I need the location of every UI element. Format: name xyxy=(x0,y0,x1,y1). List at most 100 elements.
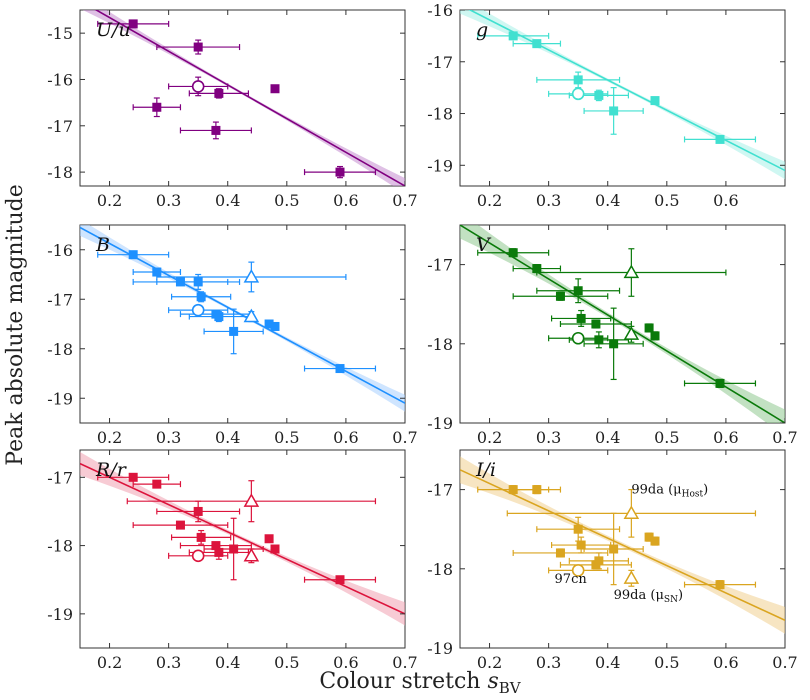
panel-2: 0.2 0.3 0.4 0.5 0.6 -16 -17 -18 -19 g xyxy=(427,1,786,210)
y-tick-label: -19 xyxy=(427,414,453,433)
y-tick-label: -19 xyxy=(427,639,453,658)
data-point xyxy=(548,564,609,577)
square-marker xyxy=(152,102,162,112)
open-triangle-marker xyxy=(243,308,260,323)
square-marker xyxy=(715,134,725,144)
square-marker xyxy=(576,313,586,323)
y-tick-label: -16 xyxy=(47,70,73,89)
y-tick-label: -16 xyxy=(427,1,453,20)
data-point xyxy=(126,480,377,523)
x-tick-label: 0.4 xyxy=(215,653,240,672)
data-point xyxy=(179,121,252,140)
x-tick-label: 0.7 xyxy=(392,191,417,210)
y-axis-title: Peak absolute magnitude xyxy=(3,184,28,465)
x-tick-label: 0.6 xyxy=(713,428,738,447)
x-tick-label: 0.6 xyxy=(713,653,738,672)
data-point xyxy=(548,331,609,345)
square-marker xyxy=(264,534,274,544)
data-point xyxy=(477,248,550,258)
x-tick-label: 0.7 xyxy=(392,428,417,447)
panel-1: 0.2 0.3 0.4 0.5 0.6 0.7 -15 -16 -17 -18 U/u xyxy=(47,9,418,210)
data-point xyxy=(132,520,229,530)
data-point xyxy=(644,323,654,333)
square-marker xyxy=(214,547,224,557)
y-tick-label: -18 xyxy=(47,537,73,556)
square-marker xyxy=(196,292,206,302)
plot-area xyxy=(80,452,405,626)
data-point xyxy=(170,529,232,545)
panel-label: V xyxy=(476,234,492,256)
panel-label: R/r xyxy=(95,459,128,481)
data-point xyxy=(506,489,757,538)
y-tick-label: -19 xyxy=(47,389,73,408)
x-tick-label: 0.3 xyxy=(536,191,561,210)
x-tick-label: 0.2 xyxy=(477,653,502,672)
panel-label: I/i xyxy=(475,459,496,481)
data-point xyxy=(512,291,609,301)
y-tick-label: -18 xyxy=(427,105,453,124)
square-marker xyxy=(715,378,725,388)
data-point xyxy=(97,19,170,29)
square-marker xyxy=(270,544,280,554)
plot-area xyxy=(460,10,785,180)
x-tick-label: 0.6 xyxy=(333,428,358,447)
square-marker xyxy=(609,544,619,554)
square-marker xyxy=(508,248,518,258)
y-tick-label: -19 xyxy=(427,156,453,175)
y-tick-label: -16 xyxy=(47,241,73,260)
data-point xyxy=(270,84,280,94)
square-marker xyxy=(193,277,203,287)
square-marker xyxy=(152,267,162,277)
data-point xyxy=(170,291,232,303)
square-marker xyxy=(229,326,239,336)
data-point xyxy=(512,264,562,274)
square-marker xyxy=(270,321,280,331)
square-marker xyxy=(335,167,345,177)
plot-area xyxy=(460,456,785,634)
data-point xyxy=(97,472,170,482)
square-marker xyxy=(715,580,725,590)
x-tick-label: 0.3 xyxy=(156,191,181,210)
open-triangle-marker xyxy=(623,570,640,584)
data-point xyxy=(97,250,170,260)
x-tick-label: 0.7 xyxy=(772,428,797,447)
x-tick-label: 0.4 xyxy=(595,653,620,672)
square-marker xyxy=(609,106,619,116)
square-marker xyxy=(650,96,660,106)
data-point xyxy=(303,364,377,374)
data-point xyxy=(548,87,609,101)
x-tick-label: 0.2 xyxy=(477,428,502,447)
data-point xyxy=(550,536,612,554)
data-point xyxy=(536,71,621,89)
square-marker xyxy=(594,556,604,566)
square-marker xyxy=(196,532,206,542)
y-tick-label: -15 xyxy=(47,24,73,43)
x-tick-label: 0.7 xyxy=(392,653,417,672)
panel-5: 0.2 0.3 0.4 0.5 0.6 0.7 -17 -18 -19 R/r xyxy=(47,449,418,672)
y-tick-label: -17 xyxy=(47,290,73,309)
data-point xyxy=(650,536,660,546)
square-marker xyxy=(594,90,604,100)
fit-line xyxy=(80,462,405,615)
square-marker xyxy=(609,339,619,349)
data-point xyxy=(568,552,630,570)
x-tick-label: 0.4 xyxy=(595,428,620,447)
data-point xyxy=(132,267,182,277)
y-tick-label: -17 xyxy=(427,256,453,275)
y-tick-label: -18 xyxy=(47,163,73,182)
open-circle-marker xyxy=(571,564,585,577)
panel-3: 0.2 0.3 0.4 0.5 0.6 0.7 -16 -17 -18 -19 B xyxy=(47,224,418,447)
data-point xyxy=(168,76,229,97)
data-point xyxy=(168,549,229,563)
x-tick-label: 0.3 xyxy=(156,428,181,447)
square-marker xyxy=(128,472,138,482)
panels: 0.2 0.3 0.4 0.5 0.6 0.7-15-16-17-18U/u0.2 0.3 0… xyxy=(47,1,797,672)
square-marker xyxy=(644,323,654,333)
data-point xyxy=(270,321,280,331)
square-marker xyxy=(573,524,583,534)
data-point xyxy=(168,303,229,317)
square-marker xyxy=(532,39,542,49)
data-point xyxy=(477,31,550,41)
data-point xyxy=(243,308,260,323)
annotation: 97cn xyxy=(555,572,588,587)
